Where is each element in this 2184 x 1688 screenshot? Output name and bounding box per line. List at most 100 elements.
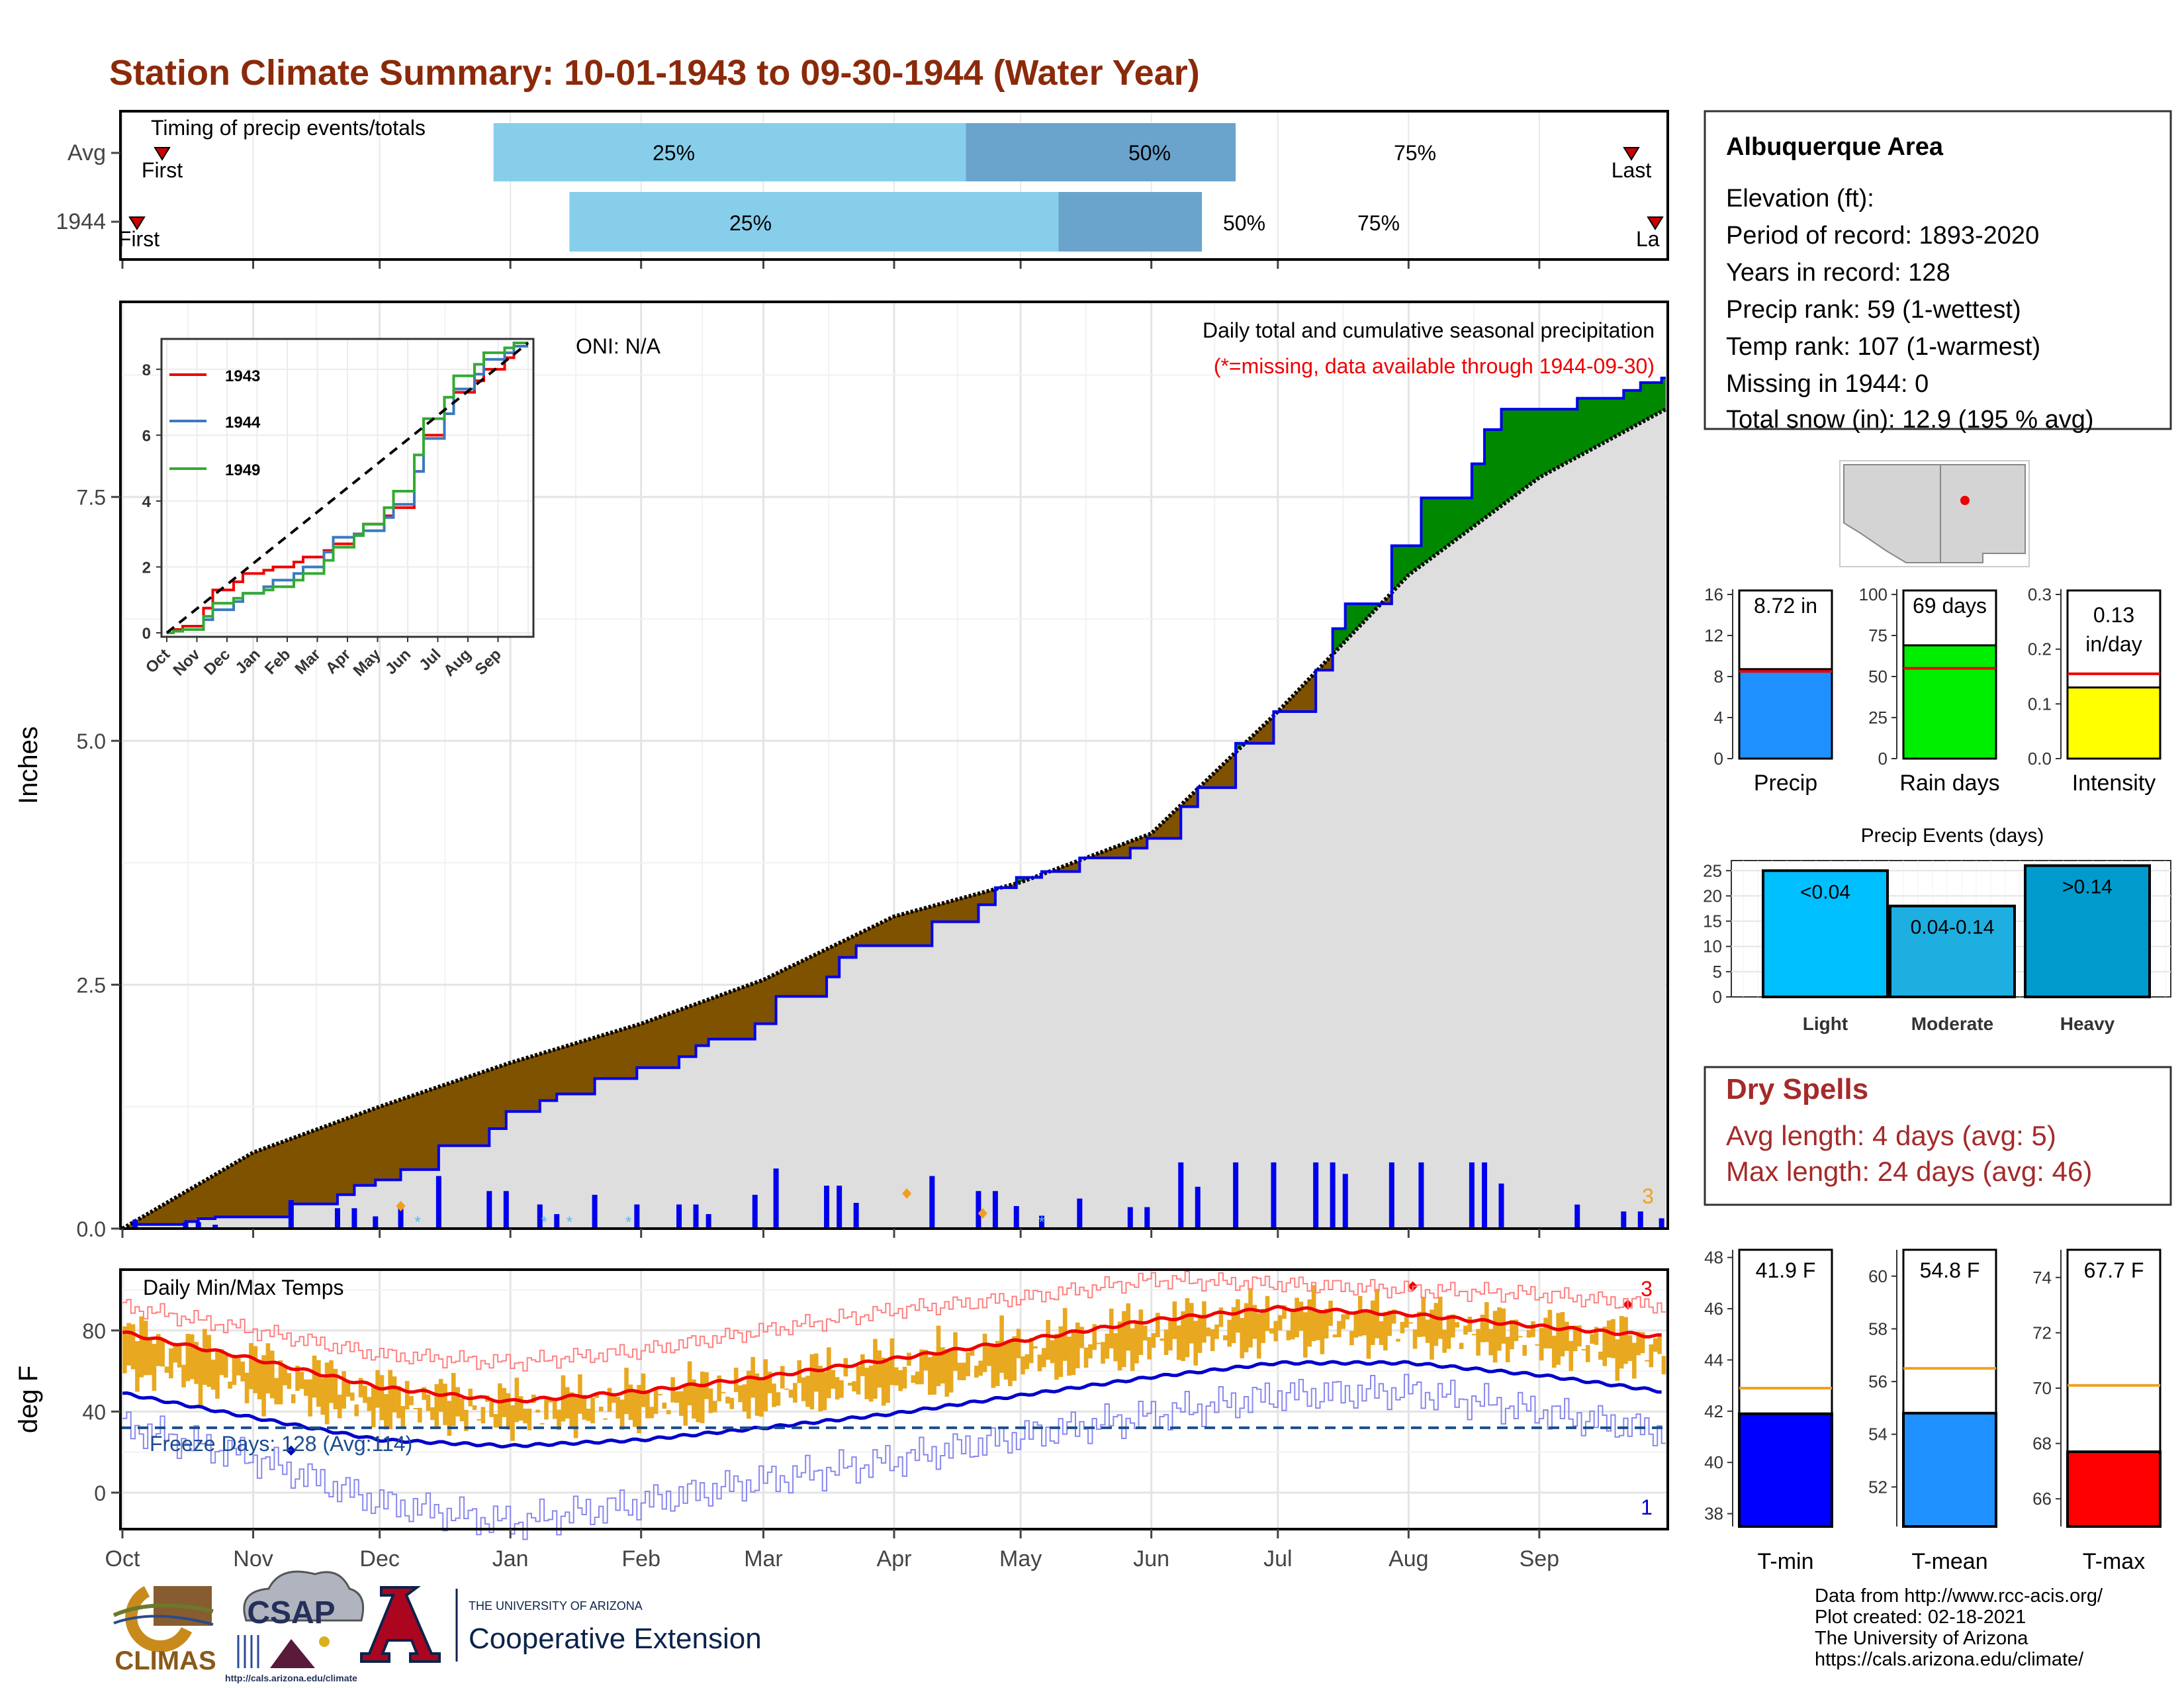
daily-temp-bar [1214,1324,1219,1339]
daily-temp-bar [388,1370,393,1430]
daily-temp-bar [911,1375,916,1383]
daily-precip-bar [1271,1162,1277,1229]
daily-temp-bar [1572,1325,1578,1352]
ua-line2: Cooperative Extension [469,1622,762,1655]
oni-label: ONI: N/A [576,334,661,358]
daily-temp-bar [1636,1331,1641,1356]
daily-precip-bar [1482,1162,1488,1229]
avg-min-line [122,1360,1662,1449]
daily-temp-bar [679,1391,684,1416]
events-y-tick-label: 5 [1713,962,1722,982]
snow-asterisk: * [567,1213,572,1231]
daily-precip-bar [1469,1162,1475,1229]
daily-temp-bar [776,1392,781,1406]
daily-temp-bar [404,1381,410,1410]
timing-1944-first-label: First [118,227,159,251]
daily-temp-bar [1433,1303,1439,1346]
daily-temp-bar [1202,1301,1206,1343]
daily-precip-bar [288,1199,294,1229]
daily-temp-bar [173,1345,178,1363]
daily-temp-bar [1197,1315,1203,1353]
daily-temp-bar [270,1350,275,1399]
month-x-label: Nov [233,1546,273,1571]
inset-x-tick-label: Apr [322,645,354,677]
daily-precip-bar [373,1216,379,1229]
daily-temp-bar [139,1316,144,1378]
daily-precip-bar [1077,1198,1083,1229]
daily-temp-bar [831,1370,836,1389]
daily-temp-bar [1252,1305,1257,1339]
daily-precip-bar [752,1194,758,1229]
daily-temp-bar [1054,1333,1059,1380]
daily-temp-bar [261,1355,266,1417]
daily-temp-bar [477,1419,481,1421]
daily-temp-bar [1543,1317,1548,1348]
station-missing: Missing in 1944: 0 [1726,370,1929,398]
daily-temp-bar [316,1360,321,1407]
daily-temp-bar [1645,1360,1649,1362]
daily-temp-bar [1261,1309,1265,1343]
daily-temp-bar [653,1387,659,1415]
daily-temp-bar [1514,1319,1519,1342]
map-station-dot [1960,496,1970,505]
daily-temp-bar [358,1378,363,1397]
daily-temp-bar [923,1350,929,1371]
daily-temp-bar [1244,1303,1249,1352]
daily-temp-bar [966,1352,970,1376]
daily-precip-bar [1144,1207,1150,1229]
timing-label: Timing of precip events/totals [151,116,426,140]
daily-temp-bar [717,1375,721,1401]
daily-temp-bar [936,1325,941,1386]
daily-temp-bar [586,1409,591,1421]
timing-1944-light-bar [569,192,1059,252]
daily-temp-bar [498,1383,502,1429]
daily-temp-bar [641,1373,646,1407]
events-y-tick-label: 10 [1703,937,1722,957]
daily-temp-bar [434,1383,439,1429]
temps-top-count: 3 [1641,1277,1653,1301]
daily-temp-bar [413,1408,418,1410]
daily-temp-bar [835,1377,840,1400]
daily-precip-bar [1127,1207,1133,1229]
daily-temp-bar [649,1407,655,1419]
avg-cumulative-line [121,407,1667,1231]
inset-legend-1944: 1944 [225,414,261,432]
daily-temp-bar [607,1387,612,1412]
daily-temp-bar [813,1353,819,1392]
inset-x-tick-label: Nov [170,645,205,680]
footer-data-source: Data from http://www.rcc-acis.org/ [1815,1585,2103,1607]
month-x-label: Oct [105,1546,140,1571]
daily-precip-bar [824,1186,830,1229]
daily-temp-bar [1307,1299,1312,1347]
daily-temp-bar [1565,1321,1569,1351]
events-title: Precip Events (days) [1861,825,2044,847]
daily-temp-bar [363,1385,367,1403]
daily-temp-bar [1046,1320,1050,1360]
precip-y-tick-label: 8 [1714,667,1723,686]
station-elevation: Elevation (ft): [1726,185,1874,212]
daily-temp-bar [223,1354,228,1378]
tmax-label: T-max [2083,1549,2145,1574]
daily-temp-bar [143,1321,148,1376]
tmin-y-tick-label: 38 [1704,1504,1723,1524]
daily-temp-bar [1640,1332,1645,1354]
month-x-label: Aug [1388,1546,1429,1571]
inset-y-tick-label: 8 [142,361,151,379]
daily-temp-bar [1480,1315,1485,1342]
daily-temp-bar [518,1396,523,1421]
daily-temp-bar [1417,1311,1422,1337]
timing-1944-25: 25% [729,211,772,235]
daily-temp-bar [801,1377,806,1401]
intensity-value-bar [2066,686,2161,760]
month-x-label: Apr [877,1546,912,1571]
daily-temp-bar [1021,1356,1025,1375]
snow-asterisk: * [1038,1213,1044,1231]
daily-precip-bar [1313,1162,1319,1229]
daily-temp-bar [228,1382,232,1389]
daily-precip-bar [503,1191,509,1229]
daily-temp-bar [535,1409,541,1413]
station-info-box: Albuquerque Area Elevation (ft): Period … [1704,110,2172,434]
daily-temp-bar [1033,1346,1038,1349]
daily-temp-bar [1581,1349,1586,1351]
daily-temp-bar [329,1360,334,1403]
